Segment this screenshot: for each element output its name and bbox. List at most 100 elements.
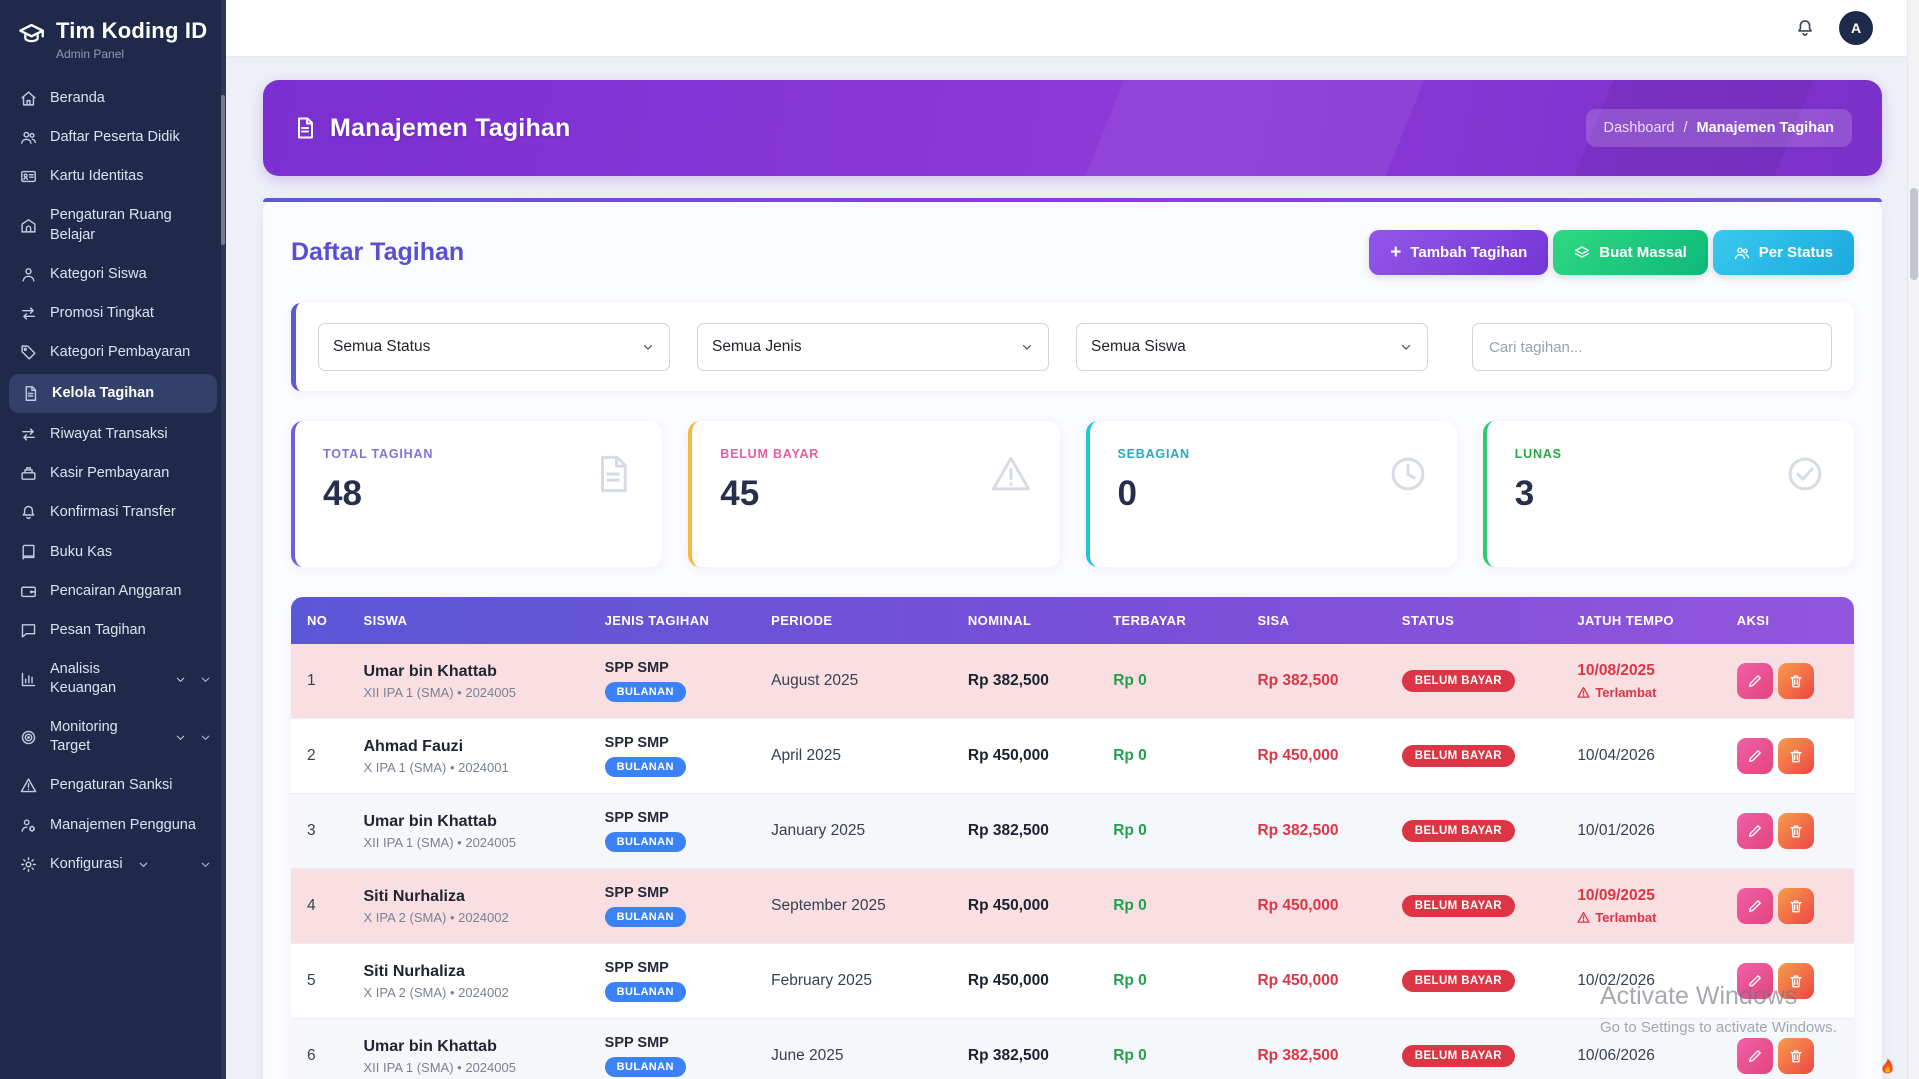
edit-button[interactable] <box>1736 963 1773 999</box>
page-scrollbar[interactable] <box>1907 0 1919 1079</box>
graduation-cap-icon <box>18 20 45 47</box>
billing-table: NO SISWA JENIS TAGIHAN PERIODE NOMINAL T… <box>291 597 1854 1079</box>
amount-cell: Rp 382,500 <box>951 794 1098 869</box>
cashier-icon <box>20 465 38 482</box>
student-cell: Siti Nurhaliza X IPA 2 (SMA) • 2024002 <box>347 944 589 1019</box>
page-header-banner: Manajemen Tagihan Dashboard / Manajemen … <box>263 80 1882 176</box>
remaining-cell: Rp 382,500 <box>1241 644 1386 719</box>
pencil-icon <box>1747 973 1763 989</box>
notifications-bell-button[interactable] <box>1795 18 1815 38</box>
sidebar-scrollbar-thumb[interactable] <box>221 95 225 245</box>
sidebar-item-kelola-tagihan[interactable]: Kelola Tagihan <box>9 374 217 414</box>
sidebar-item-daftar-peserta-didik[interactable]: Daftar Peserta Didik <box>0 118 226 157</box>
avatar[interactable]: A <box>1839 11 1873 45</box>
delete-button[interactable] <box>1777 888 1814 924</box>
bulk-create-button[interactable]: Buat Massal <box>1553 230 1708 275</box>
sidebar-item-pencairan-anggaran[interactable]: Pencairan Anggaran <box>0 572 226 611</box>
period-cell: January 2025 <box>755 794 952 869</box>
user-gear-icon <box>20 817 38 834</box>
check-circle-icon <box>1784 453 1826 495</box>
file-icon <box>592 453 634 495</box>
stat-cards: TOTAL TAGIHAN 48 BELUM BAYAR 45 SEBAGIAN… <box>291 421 1854 567</box>
delete-button[interactable] <box>1777 738 1814 774</box>
search-input[interactable] <box>1472 323 1832 371</box>
paid-cell: Rp 0 <box>1097 1019 1242 1079</box>
status-badge: BELUM BAYAR <box>1401 1045 1516 1067</box>
student-filter-select[interactable]: Semua Siswa <box>1076 323 1428 371</box>
delete-button[interactable] <box>1777 813 1814 849</box>
edit-button[interactable] <box>1736 1038 1773 1074</box>
sidebar-item-monitoring-target[interactable]: Monitoring Target <box>0 708 226 766</box>
stat-card-belum-bayar: BELUM BAYAR 45 <box>688 421 1060 567</box>
sidebar-item-pengaturan-sanksi[interactable]: Pengaturan Sanksi <box>0 766 226 805</box>
sidebar-item-konfirmasi-transfer[interactable]: Konfirmasi Transfer <box>0 493 226 532</box>
sidebar-scrollbar[interactable] <box>221 0 226 1079</box>
student-class: XII IPA 1 (SMA) • 2024005 <box>363 684 516 700</box>
chevron-down-icon <box>174 673 187 686</box>
stat-card-lunas: LUNAS 3 <box>1482 421 1854 567</box>
table-row: 2 Ahmad Fauzi X IPA 1 (SMA) • 2024001 SP… <box>291 719 1854 794</box>
edit-button[interactable] <box>1736 888 1773 924</box>
main-area: A Manajemen Tagihan Dashboard / Manajeme… <box>226 0 1919 1079</box>
delete-button[interactable] <box>1777 663 1814 699</box>
amount-cell: Rp 382,500 <box>951 644 1098 719</box>
flame-overlay-icon[interactable] <box>1878 1056 1897 1075</box>
page-scrollbar-thumb[interactable] <box>1910 188 1918 280</box>
chevron-down-icon <box>199 858 212 871</box>
invoice-icon <box>22 385 40 402</box>
brand-name: Tim Koding ID <box>56 18 208 43</box>
type-badge: BULANAN <box>604 832 686 852</box>
pencil-icon <box>1747 748 1763 764</box>
trash-icon <box>1788 1048 1804 1064</box>
pencil-icon <box>1747 673 1763 689</box>
sidebar: Tim Koding ID Admin Panel Beranda Daftar… <box>0 0 226 1079</box>
sidebar-item-kategori-pembayaran[interactable]: Kategori Pembayaran <box>0 333 226 372</box>
due-cell: 10/02/2026 <box>1561 944 1721 1019</box>
col-header-siswa: SISWA <box>363 613 408 628</box>
sidebar-item-kartu-identitas[interactable]: Kartu Identitas <box>0 157 226 196</box>
edit-button[interactable] <box>1736 663 1773 699</box>
status-badge: BELUM BAYAR <box>1401 895 1516 917</box>
per-status-button[interactable]: Per Status <box>1712 230 1854 275</box>
status-filter-select[interactable]: Semua Status <box>318 323 670 371</box>
student-name: Siti Nurhaliza <box>363 962 465 980</box>
sidebar-item-kasir-pembayaran[interactable]: Kasir Pembayaran <box>0 454 226 493</box>
type-cell: SPP SMP BULANAN <box>588 869 756 944</box>
edit-button[interactable] <box>1736 813 1773 849</box>
pencil-icon <box>1747 1048 1763 1064</box>
edit-button[interactable] <box>1736 738 1773 774</box>
breadcrumb-dashboard-link[interactable]: Dashboard <box>1603 120 1675 136</box>
sidebar-item-beranda[interactable]: Beranda <box>0 79 226 118</box>
sidebar-item-kategori-siswa[interactable]: Kategori Siswa <box>0 255 226 294</box>
student-cell: Siti Nurhaliza X IPA 2 (SMA) • 2024002 <box>347 869 589 944</box>
pencil-icon <box>1747 823 1763 839</box>
col-header-periode: PERIODE <box>771 613 833 628</box>
stat-card-total: TOTAL TAGIHAN 48 <box>291 421 663 567</box>
table-row: 5 Siti Nurhaliza X IPA 2 (SMA) • 2024002… <box>291 944 1854 1019</box>
table-row: 4 Siti Nurhaliza X IPA 2 (SMA) • 2024002… <box>291 869 1854 944</box>
sidebar-item-analisis-keuangan[interactable]: Analisis Keuangan <box>0 650 226 708</box>
sidebar-item-pesan-tagihan[interactable]: Pesan Tagihan <box>0 611 226 650</box>
users-icon <box>20 129 38 146</box>
content-area: Manajemen Tagihan Dashboard / Manajemen … <box>226 56 1919 1079</box>
delete-button[interactable] <box>1777 1038 1814 1074</box>
gear-icon <box>20 856 38 873</box>
due-cell: 10/01/2026 <box>1561 794 1721 869</box>
sidebar-item-pengaturan-ruang-belajar[interactable]: Pengaturan Ruang Belajar <box>0 196 226 254</box>
sidebar-item-riwayat-transaksi[interactable]: Riwayat Transaksi <box>0 415 226 454</box>
sidebar-item-buku-kas[interactable]: Buku Kas <box>0 533 226 572</box>
student-name: Umar bin Khattab <box>363 662 497 680</box>
target-icon <box>20 729 38 746</box>
delete-button[interactable] <box>1777 963 1814 999</box>
student-name: Siti Nurhaliza <box>363 887 465 905</box>
sidebar-item-manajemen-pengguna[interactable]: Manajemen Pengguna <box>0 806 226 845</box>
add-invoice-button[interactable]: + Tambah Tagihan <box>1369 230 1549 275</box>
bell-icon <box>1795 18 1815 38</box>
page-title: Manajemen Tagihan <box>330 113 571 142</box>
student-cell: Ahmad Fauzi X IPA 1 (SMA) • 2024001 <box>347 719 589 794</box>
sidebar-item-konfigurasi[interactable]: Konfigurasi <box>0 845 226 884</box>
sidebar-item-promosi-tingkat[interactable]: Promosi Tingkat <box>0 294 226 333</box>
type-filter-select[interactable]: Semua Jenis <box>697 323 1049 371</box>
users-icon <box>1734 245 1750 261</box>
chevron-down-icon <box>641 340 655 354</box>
